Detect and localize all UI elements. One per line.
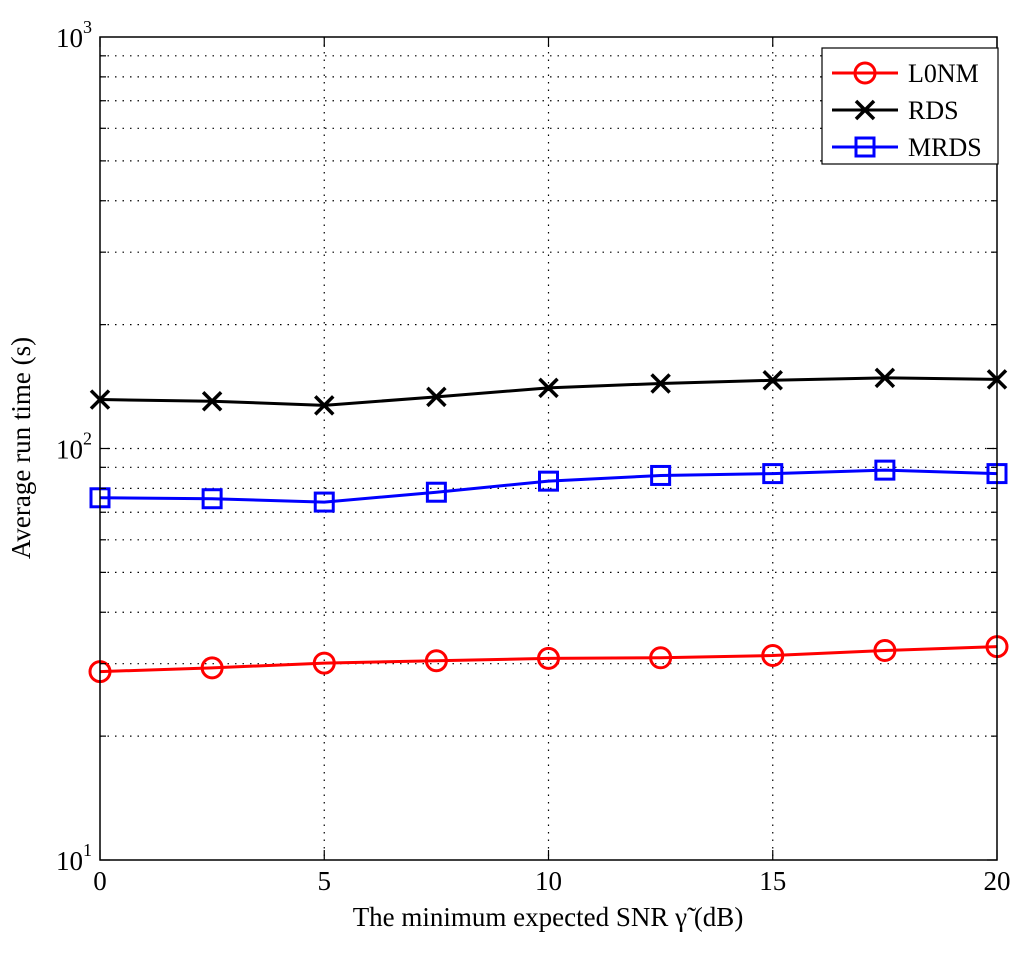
circle-marker: [312, 651, 336, 675]
square-marker: [650, 464, 672, 486]
y-axis-label: Average run time (s): [6, 337, 36, 559]
x-marker: [314, 395, 335, 416]
legend-label: L0NM: [908, 59, 979, 88]
x-tick-label: 5: [318, 866, 332, 896]
square-marker: [874, 459, 896, 481]
circle-marker: [424, 649, 448, 673]
x-marker: [201, 390, 223, 412]
x-marker: [854, 99, 876, 121]
circle-marker: [537, 646, 560, 670]
circle-marker: [873, 638, 897, 662]
x-tick-label: 10: [535, 866, 562, 896]
x-marker: [874, 367, 896, 389]
legend-box: [821, 47, 999, 165]
circle-marker: [853, 61, 877, 85]
legend-label: RDS: [908, 96, 959, 125]
square-marker: [425, 481, 447, 503]
x-axis-label: The minimum expected SNR γ̃ (dB): [353, 902, 744, 932]
x-marker: [538, 377, 559, 399]
y-tick-label: 103: [56, 17, 92, 53]
square-marker: [313, 491, 335, 513]
square-marker: [538, 470, 559, 492]
x-tick-label: 20: [984, 866, 1011, 896]
y-tick-label: 101: [56, 840, 92, 876]
square-marker: [762, 463, 784, 485]
x-marker: [426, 386, 447, 408]
x-tick-label: 15: [759, 866, 786, 896]
y-tick-label: 102: [56, 429, 92, 465]
x-marker: [762, 370, 783, 391]
circle-marker: [649, 646, 673, 670]
series-line: [99, 376, 998, 407]
series-line: [99, 468, 998, 504]
x-marker: [650, 373, 671, 394]
circle-marker: [200, 656, 224, 680]
series-mrds: [89, 459, 1008, 513]
ticks: 101 102 103 0 5 10 15 20: [56, 17, 1011, 896]
square-marker: [854, 136, 876, 158]
square-marker: [201, 488, 223, 510]
legend: L0NM RDS MRDS: [821, 47, 999, 165]
series-line: [99, 645, 998, 674]
circle-marker: [761, 644, 785, 668]
legend-label: MRDS: [908, 133, 982, 162]
x-tick-label: 0: [93, 866, 107, 896]
